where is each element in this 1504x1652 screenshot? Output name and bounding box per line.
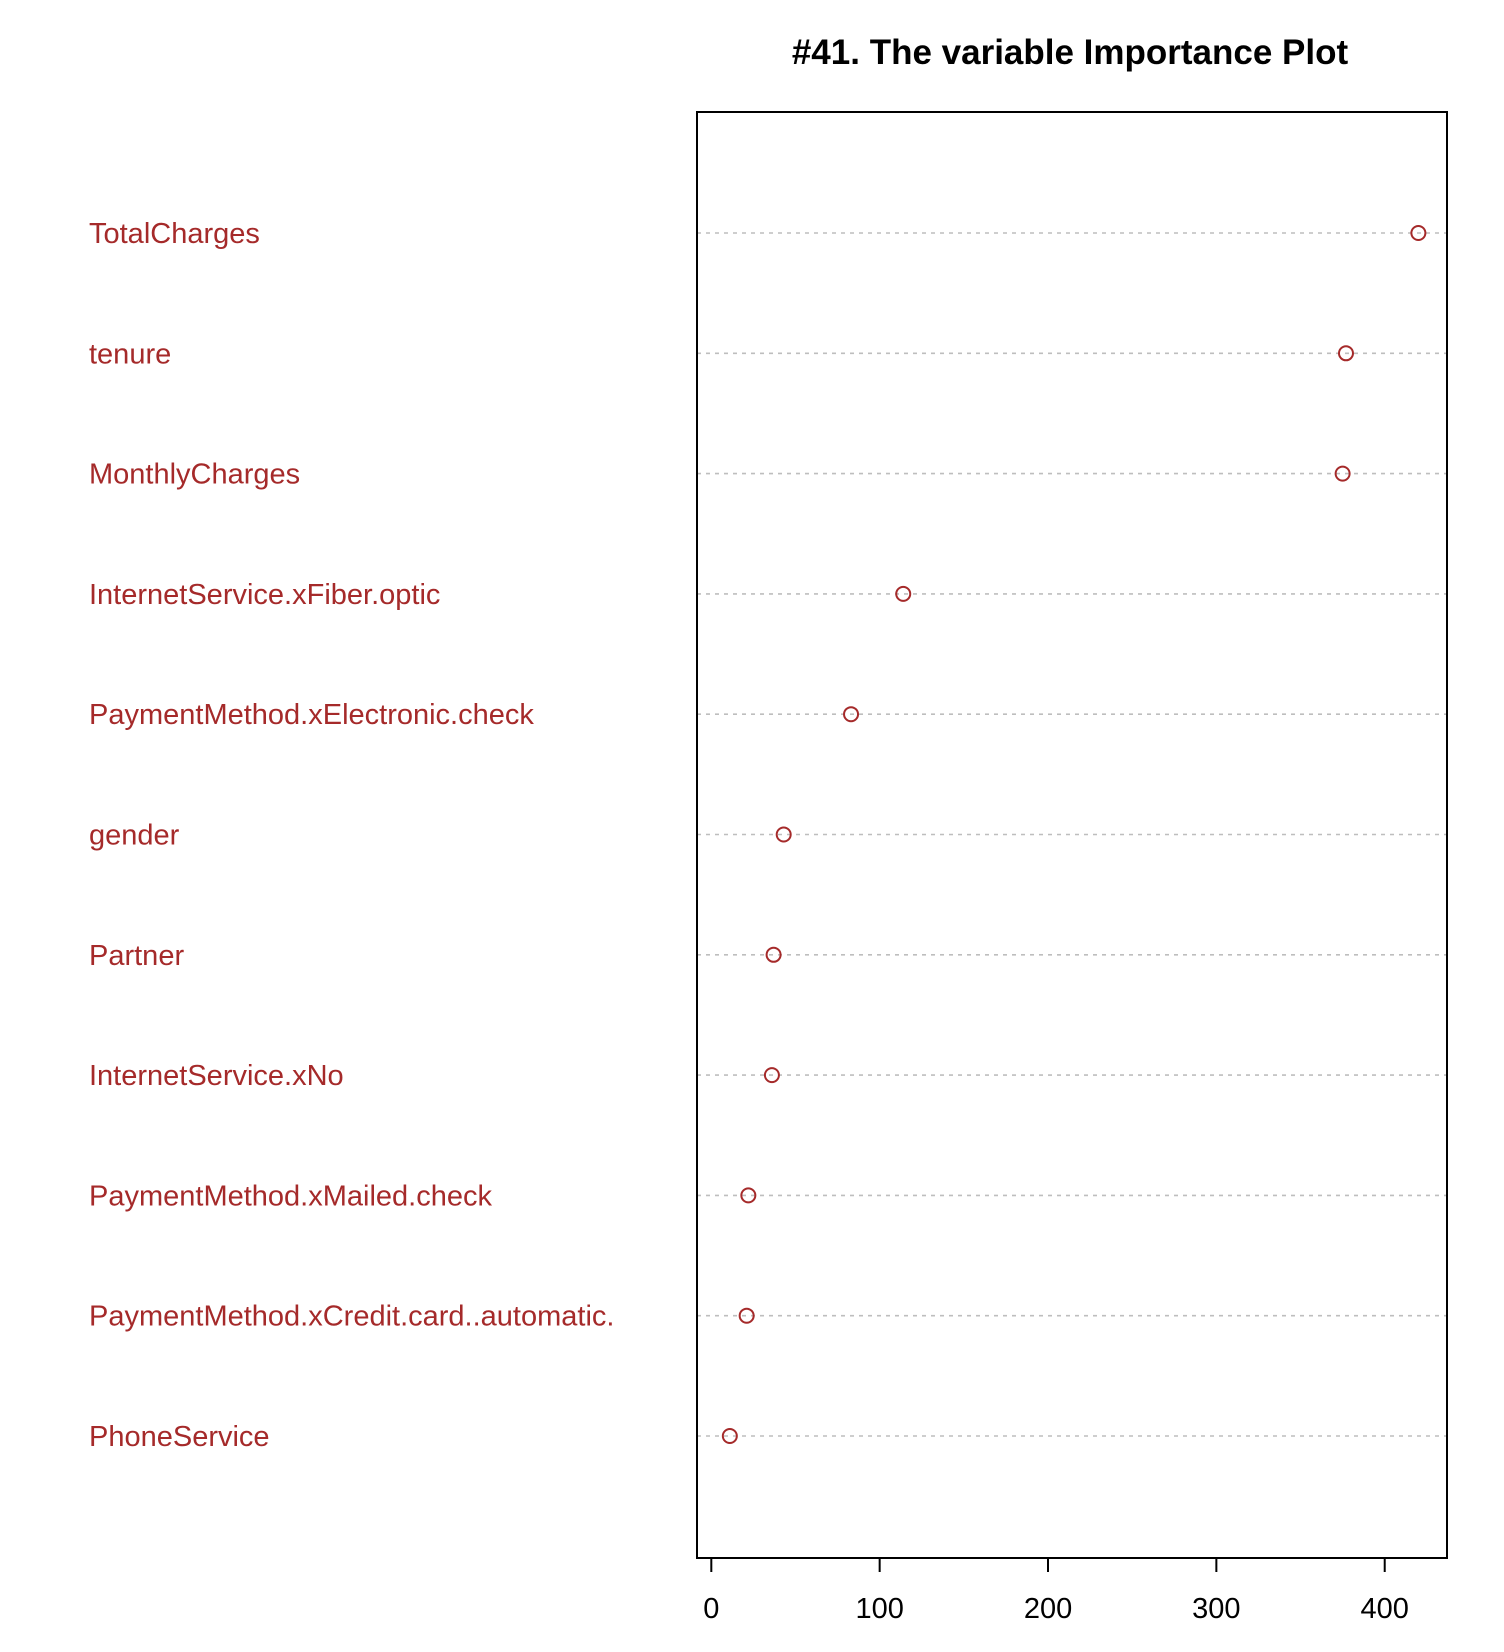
variable-label: PaymentMethod.xElectronic.check (89, 699, 534, 731)
variable-label: Partner (89, 940, 184, 972)
importance-point (1410, 225, 1427, 241)
variable-label: PhoneService (89, 1421, 270, 1453)
importance-point (1334, 465, 1351, 482)
importance-point (765, 946, 782, 963)
x-axis: 0 100 200 300 400 (703, 1557, 1409, 1625)
importance-point (775, 826, 792, 843)
variable-label: gender (89, 820, 180, 852)
x-tick-label: 200 (1024, 1593, 1072, 1625)
plot-frame (696, 111, 1448, 1559)
variable-labels: TotalCharges tenure MonthlyCharges Internet… (89, 218, 614, 1453)
variable-label: InternetService.xFiber.optic (89, 579, 440, 611)
chart-title: #41. The variable Importance Plot (792, 33, 1349, 72)
importance-point (763, 1067, 780, 1084)
importance-point (721, 1428, 738, 1444)
importance-point (738, 1307, 755, 1324)
variable-label: TotalCharges (89, 218, 260, 250)
variable-label: MonthlyCharges (89, 459, 300, 491)
gridlines (697, 232, 1447, 1437)
variable-label: PaymentMethod.xMailed.check (89, 1180, 492, 1212)
variable-label: PaymentMethod.xCredit.card..automatic. (89, 1301, 614, 1333)
importance-point (1337, 345, 1354, 362)
x-tick-label: 400 (1361, 1593, 1409, 1625)
importance-point (843, 706, 860, 723)
importance-point (895, 585, 912, 602)
x-tick-label: 300 (1192, 1593, 1240, 1625)
importance-point (740, 1187, 757, 1204)
x-tick-label: 0 (703, 1593, 719, 1625)
variable-label: InternetService.xNo (89, 1060, 344, 1092)
importance-points (721, 225, 1427, 1444)
x-tick-label: 100 (855, 1593, 903, 1625)
variable-label: tenure (89, 338, 171, 370)
